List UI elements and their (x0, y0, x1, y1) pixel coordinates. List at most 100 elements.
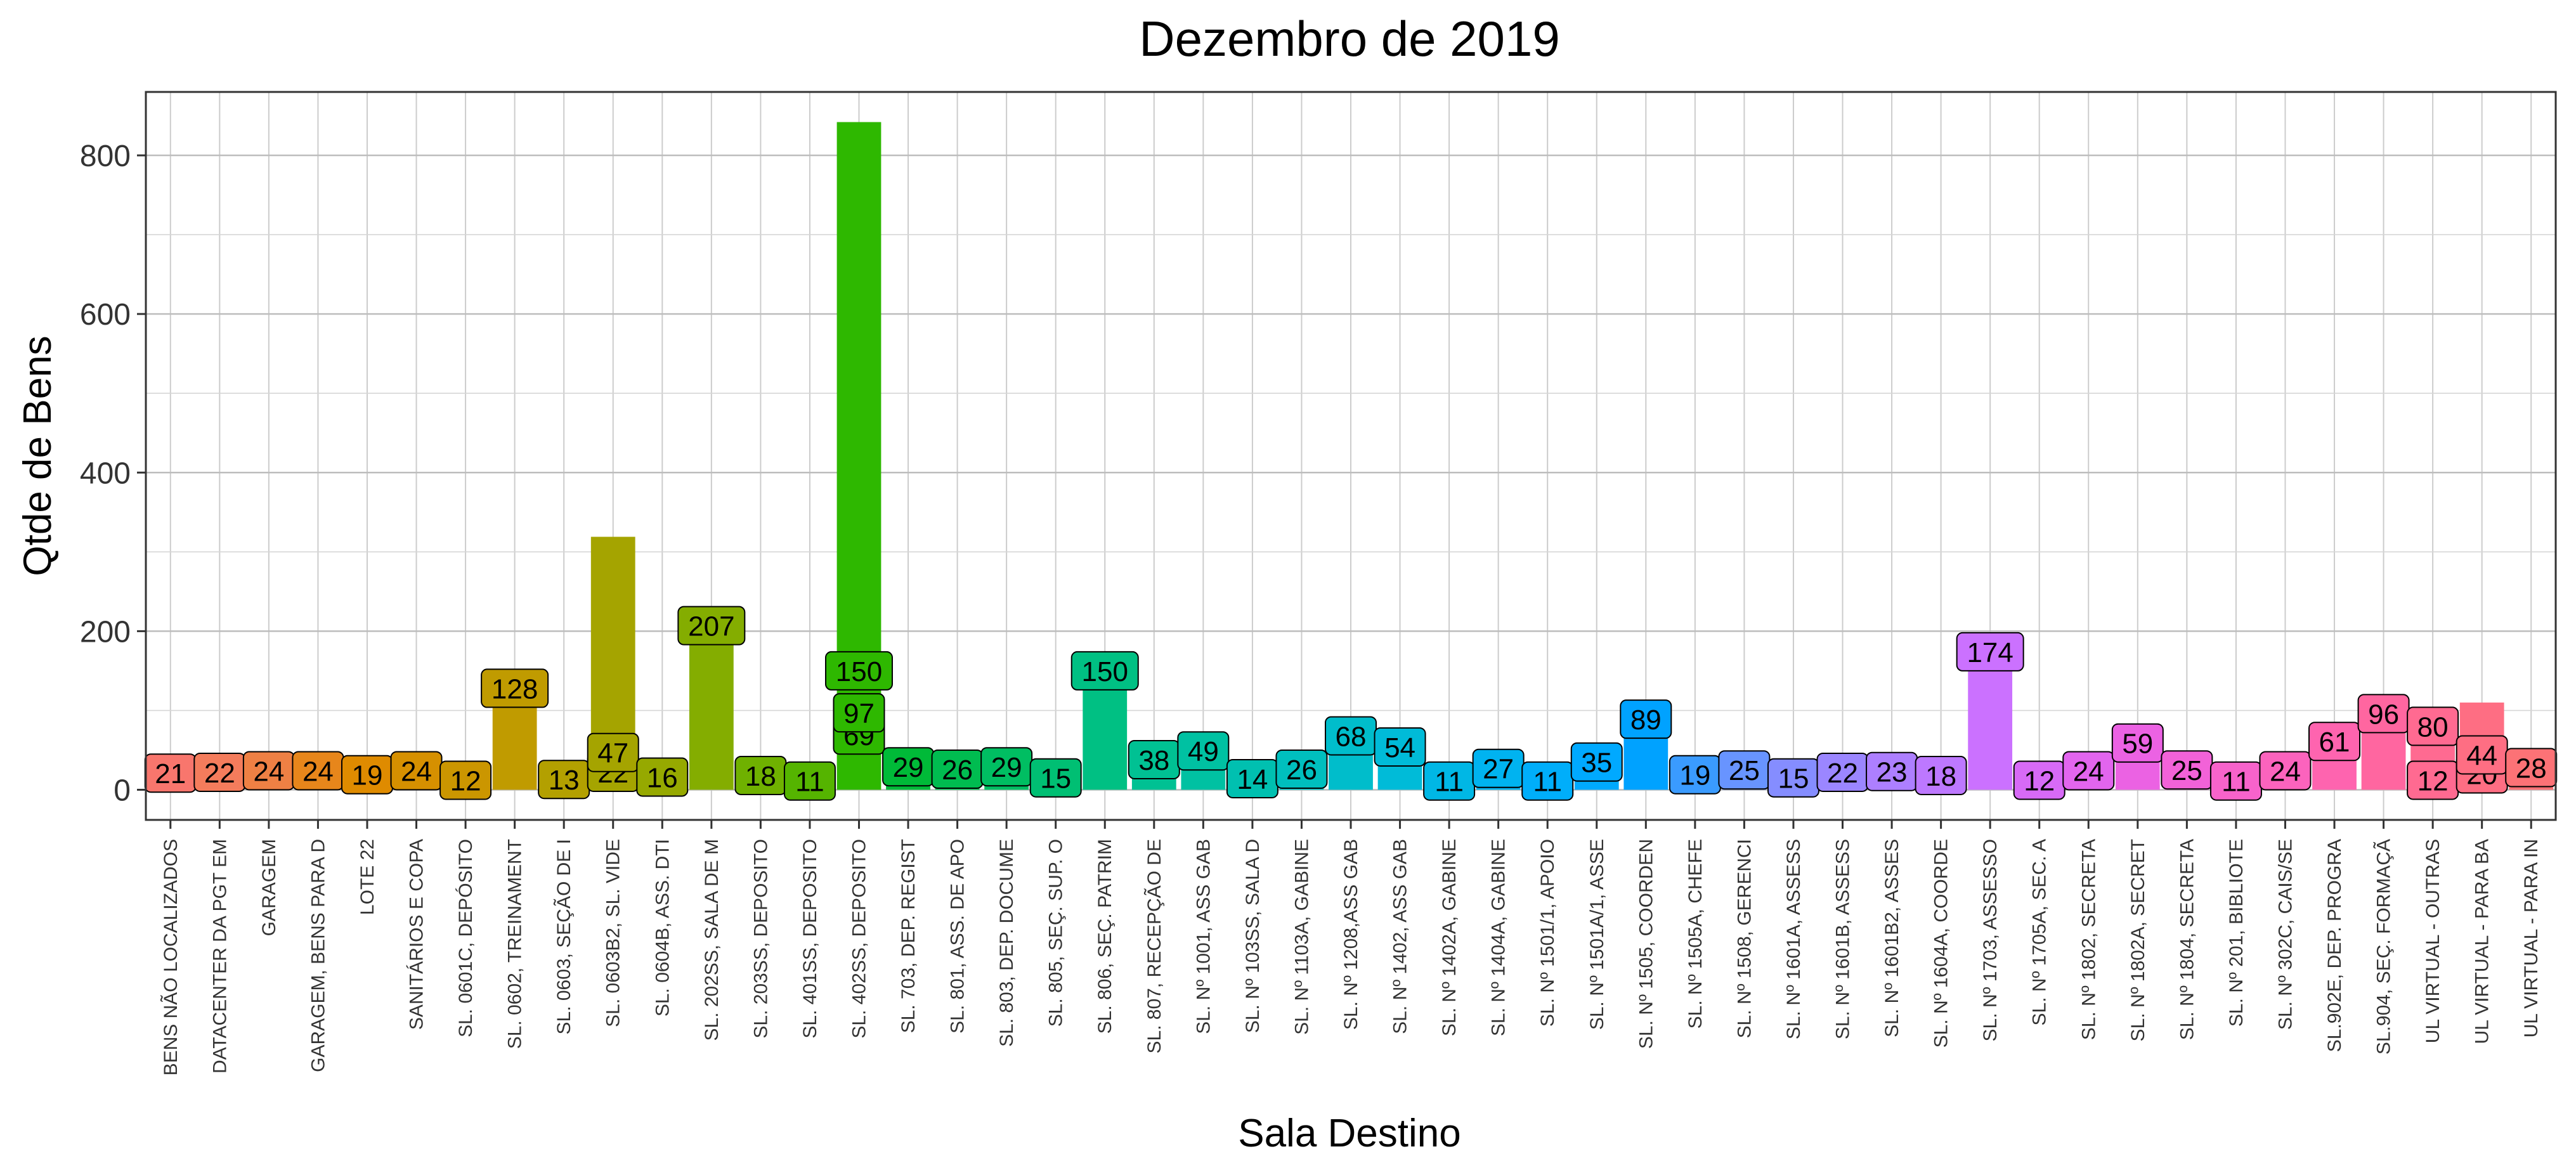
data-label: 24 (2259, 751, 2312, 791)
data-label-box (2111, 723, 2164, 763)
data-label: 97 (833, 693, 885, 733)
x-tick-label: SL. Nº 201, BIBLIOTE (2226, 839, 2247, 1027)
data-label: 18 (1915, 755, 1967, 795)
x-tick-label: SL. 0604B, ASS. DTI (652, 839, 673, 1016)
data-label-text: 174 (1967, 637, 2013, 668)
x-tick-label: SL. Nº 1703, ASSESSO (1980, 839, 2001, 1041)
data-label: 19 (1669, 755, 1721, 795)
data-label-text: 54 (1384, 732, 1415, 763)
data-label: 38 (1128, 739, 1180, 779)
data-label-text: 16 (647, 762, 678, 793)
data-label: 24 (292, 751, 344, 791)
x-tick-label: DATACENTER DA PGT EM (209, 839, 230, 1074)
data-label-box (2062, 751, 2115, 791)
data-label-text: 11 (2221, 767, 2251, 798)
data-label-text: 11 (795, 767, 824, 798)
data-label: 11 (1521, 761, 1574, 801)
x-tick-label: SANITÁRIOS E COPA (407, 839, 427, 1030)
data-label: 12 (2013, 760, 2065, 800)
data-label-box (833, 693, 885, 733)
x-tick-label: SL. Nº 1705A, SEC. A (2029, 839, 2050, 1025)
data-label-text: 28 (2516, 753, 2547, 784)
data-label: 23 (1866, 751, 1918, 791)
data-label: 27 (1472, 748, 1525, 788)
data-label-text: 49 (1188, 736, 1219, 767)
x-tick-label: SL. 703, DEP. REGIST (898, 839, 919, 1033)
data-label-text: 207 (688, 611, 734, 642)
x-tick-label: SL. Nº 1601A, ASSESS (1783, 839, 1804, 1039)
data-label: 15 (1029, 758, 1082, 798)
data-label: 11 (783, 761, 836, 801)
y-tick-label: 800 (80, 140, 131, 173)
data-label-text: 27 (1483, 754, 1514, 785)
data-label: 24 (2062, 751, 2115, 791)
data-label: 25 (2161, 750, 2213, 790)
data-label: 26 (931, 749, 984, 789)
data-label-text: 29 (893, 752, 924, 783)
x-tick-label: SL. Nº 1804, SECRETA (2176, 839, 2197, 1040)
data-label-text: 47 (597, 738, 628, 769)
data-label: 68 (1325, 716, 1377, 756)
data-label: 22 (193, 752, 246, 792)
data-label-text: 38 (1138, 745, 1169, 776)
data-label-text: 128 (491, 673, 538, 704)
x-tick-label: SL. Nº 1601B2, ASSES (1882, 839, 1903, 1037)
data-label-text: 12 (450, 765, 481, 796)
data-label: 35 (1570, 742, 1623, 782)
data-label: 24 (390, 751, 443, 791)
data-label-text: 24 (2270, 756, 2301, 787)
data-label-text: 13 (549, 765, 580, 796)
data-label-text: 89 (1630, 704, 1662, 736)
data-label: 12 (439, 760, 492, 800)
data-label-text: 44 (2466, 740, 2497, 771)
data-label-box (1915, 755, 1967, 795)
bar (1083, 670, 1128, 790)
data-label-box (1029, 758, 1082, 798)
data-label-box (783, 761, 836, 801)
x-tick-label: SL. Nº 1802A, SECRET (2128, 839, 2149, 1041)
data-label-text: 23 (1877, 757, 1908, 788)
data-label-text: 150 (836, 656, 882, 687)
x-tick-label: SL.904, SEÇ. FORMAÇÃ (2373, 839, 2395, 1055)
data-label-text: 150 (1082, 656, 1128, 687)
x-tick-label: SL. 0603, SEÇÃO DE I (553, 839, 575, 1034)
data-label-box (1374, 727, 1426, 767)
data-label: 25 (1718, 750, 1771, 790)
data-label-text: 80 (2417, 711, 2449, 743)
data-label-text: 19 (352, 760, 383, 791)
data-label: 29 (980, 747, 1033, 787)
data-label: 96 (2357, 694, 2410, 734)
x-tick-label: SL. 202SS, SALA DE M (701, 839, 722, 1041)
data-label: 29 (882, 747, 935, 787)
x-tick-label: SL. Nº 1001, ASS GAB (1193, 839, 1214, 1034)
x-tick-label: UL VIRTUAL - OUTRAS (2423, 839, 2443, 1043)
data-label: 14 (1226, 758, 1278, 798)
data-label-box (677, 606, 746, 646)
data-label-text: 24 (401, 756, 432, 787)
x-tick-label: SL. Nº 1601B, ASSESS (1833, 839, 1854, 1039)
data-label-text: 59 (2122, 729, 2153, 760)
x-tick-label: SL. Nº 1508, GERENCI (1734, 839, 1755, 1038)
data-label-box (1620, 699, 1672, 739)
x-tick-label: BENS NÃO LOCALIZADOS (160, 839, 181, 1075)
data-label: 18 (734, 755, 787, 795)
x-tick-label: SL. Nº 1402, ASS GAB (1390, 839, 1411, 1034)
data-label: 15 (1767, 758, 1819, 798)
data-label-box (1521, 761, 1574, 801)
data-label-text: 19 (1679, 760, 1710, 791)
data-label-text: 96 (2368, 699, 2399, 730)
x-tick-label: SL. Nº 1103A, GABINE (1291, 839, 1312, 1035)
x-tick-label: SL. 203SS, DEPOSITO (750, 839, 771, 1039)
data-label: 28 (2505, 748, 2558, 788)
data-label-text: 26 (942, 755, 973, 786)
data-label-text: 22 (204, 758, 235, 789)
data-label: 11 (1423, 761, 1476, 801)
x-tick-label: SL.902E, DEP. PROGRA (2324, 839, 2345, 1052)
x-tick-label: SL. 806, SEÇ. PATRIM (1095, 839, 1116, 1034)
x-tick-label: SL. Nº 1802, SECRETA (2078, 839, 2099, 1040)
x-tick-label: SL. Nº 1604A, COORDE (1931, 839, 1952, 1048)
x-tick-label: SL. Nº 1505A, CHEFE (1685, 839, 1706, 1029)
x-tick-label: SL. Nº 1404A, GABINE (1488, 839, 1509, 1036)
x-tick-label: SL. Nº 1505, COORDEN (1636, 839, 1656, 1049)
